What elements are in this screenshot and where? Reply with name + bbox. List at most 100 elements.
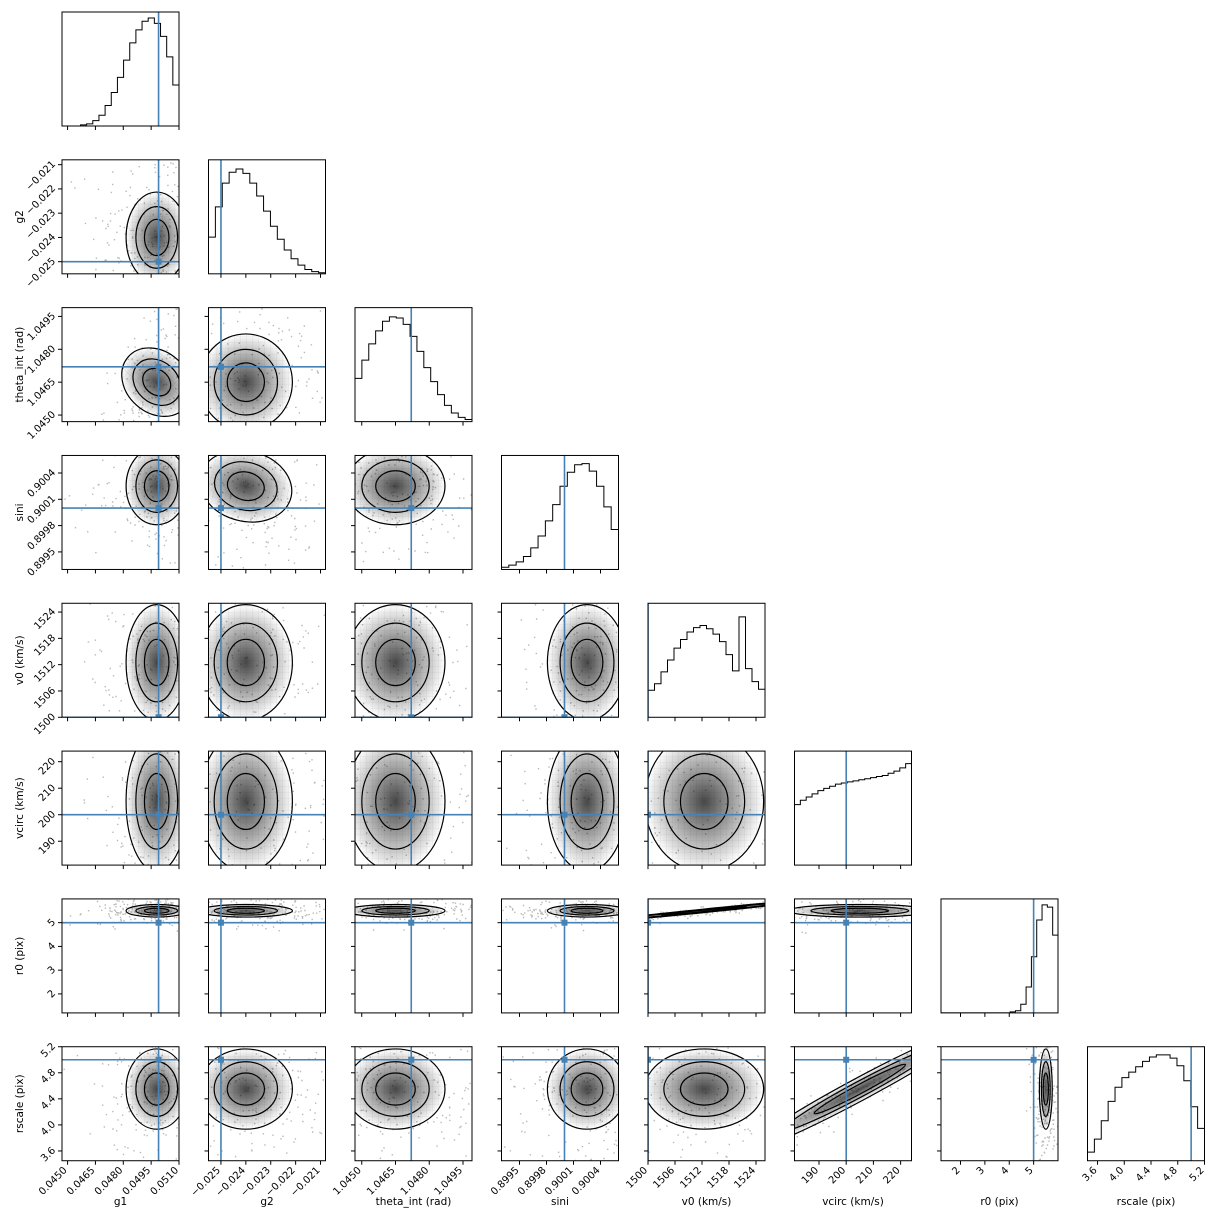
hist-panel-rscale: 3.6 4.0 4.4 4.8 5.2 rscale (pix) [1081, 1046, 1207, 1208]
x-tick-label-sini: 0.8998 [516, 1165, 549, 1198]
contour-level-2 [213, 905, 279, 916]
truth-marker [217, 714, 224, 718]
y-tick-label-theta_int: 1.0465 [26, 377, 59, 410]
y-tick-label-r0: 3 [46, 965, 58, 977]
contour-level-2 [663, 753, 746, 850]
density-grid [126, 904, 179, 918]
hist-panel-sini [501, 454, 619, 574]
panel-frame [794, 750, 912, 866]
contour-level-3 [226, 362, 266, 403]
contour-level-2 [1040, 1061, 1051, 1117]
truth-marker [155, 258, 162, 265]
contour-level-1 [355, 604, 446, 718]
y-axis-label-r0: r0 (pix) [14, 937, 26, 975]
contour-level-1 [546, 751, 619, 866]
contour-level-3 [679, 1072, 729, 1106]
hist-panel-v0 [647, 602, 766, 722]
truth-marker [561, 1056, 568, 1063]
contour-level-1 [546, 1048, 619, 1130]
contour-level-2 [135, 622, 179, 703]
x-tick-label-v0: 1506 [651, 1165, 677, 1191]
contour-level-2 [361, 753, 430, 850]
x-tick-label-g1: 0.0465 [65, 1165, 98, 1198]
x-tick-label-vcirc: 200 [827, 1165, 848, 1186]
x-axis-label-sini: sini [551, 1196, 569, 1208]
contour-level-2 [559, 1061, 615, 1117]
scatter-panel-theta_int-vs-g2 [204, 307, 326, 426]
contour-level-1 [648, 751, 765, 866]
panel-frame [501, 750, 619, 866]
x-tick-label-rscale: 4.8 [1161, 1165, 1180, 1184]
truth-marker [217, 811, 224, 818]
histogram-g1 [62, 17, 179, 126]
truth-marker [217, 1056, 224, 1063]
x-tick-label-v0: 1512 [678, 1165, 704, 1191]
y-tick-label-theta_int: 1.0480 [26, 344, 59, 377]
contour-level-3 [226, 638, 266, 687]
panel-frame [208, 602, 326, 718]
contour-level-3 [375, 470, 416, 503]
panel-frame [501, 898, 619, 1014]
panel-frame [794, 898, 912, 1014]
y-tick-label-rscale: 4.4 [39, 1093, 58, 1112]
contour-level-3 [570, 907, 604, 914]
scatter-panel-v0-vs-theta_int [351, 602, 473, 722]
panel-frame [61, 307, 180, 423]
scatter-panel-sini-vs-g2 [204, 454, 326, 574]
contour-level-3 [226, 907, 266, 914]
contour-level-3 [570, 1072, 604, 1106]
y-tick-label-vcirc: 220 [37, 756, 58, 777]
density-grid [121, 347, 179, 417]
hist-panel-g1 [61, 11, 180, 130]
density-grid [208, 1048, 293, 1130]
contour-level-3 [143, 772, 170, 831]
y-axis-label-rscale: rscale (pix) [14, 1074, 26, 1133]
contour-level-3 [226, 1072, 266, 1106]
contour-level-1 [208, 1048, 293, 1130]
hist-panel-vcirc [794, 750, 912, 870]
panel-frame [1087, 1046, 1205, 1162]
contour-level-1 [208, 751, 293, 866]
contour-level-3 [143, 470, 170, 503]
scatter-panel-v0-vs-g2 [204, 602, 326, 722]
y-axis-label-vcirc: vcirc (km/s) [14, 777, 26, 839]
y-tick-label-sini: 0.8998 [26, 520, 59, 553]
x-tick-label-theta_int: 1.0495 [433, 1165, 466, 1198]
contour-level-1 [546, 604, 619, 718]
contour-level-1 [355, 903, 446, 918]
contour-level-1 [208, 903, 293, 918]
contour-level-3 [226, 471, 265, 502]
truth-marker [155, 1056, 162, 1063]
scatter-panel-r0-vs-sini [497, 898, 619, 1017]
histogram-r0 [941, 904, 1058, 1013]
panel-frame [940, 1046, 1059, 1162]
contour-level-1 [125, 604, 179, 718]
y-tick-label-sini: 0.8995 [26, 546, 59, 579]
truth-marker [408, 1056, 415, 1063]
truth-marker [648, 919, 651, 926]
truth-marker [155, 505, 162, 512]
hist-panel-theta_int [354, 307, 473, 426]
contour-level-3 [143, 1072, 170, 1106]
truth-marker [843, 1056, 850, 1063]
x-tick-label-v0: 1524 [732, 1165, 758, 1191]
contour-level-3 [143, 907, 170, 914]
contour-level-2 [361, 905, 430, 916]
panel-frame [354, 602, 473, 718]
panel-frame [940, 898, 1059, 1014]
contour-level-1 [794, 903, 912, 918]
contour-level-2 [361, 1061, 430, 1117]
density-grid [208, 751, 293, 866]
x-axis-label-rscale: rscale (pix) [1117, 1196, 1176, 1208]
x-tick-label-sini: 0.8995 [489, 1165, 522, 1198]
truth-marker [843, 919, 850, 926]
x-axis-label-v0: v0 (km/s) [682, 1196, 732, 1208]
histogram-rscale [1087, 1054, 1205, 1161]
panel-frame [647, 602, 766, 718]
x-tick-label-g1: 0.0450 [37, 1165, 70, 1198]
x-axis-label-g2: g2 [260, 1196, 273, 1208]
density-grid [208, 455, 292, 523]
y-axis-label-v0: v0 (km/s) [14, 635, 26, 685]
contour-level-3 [375, 1072, 416, 1106]
